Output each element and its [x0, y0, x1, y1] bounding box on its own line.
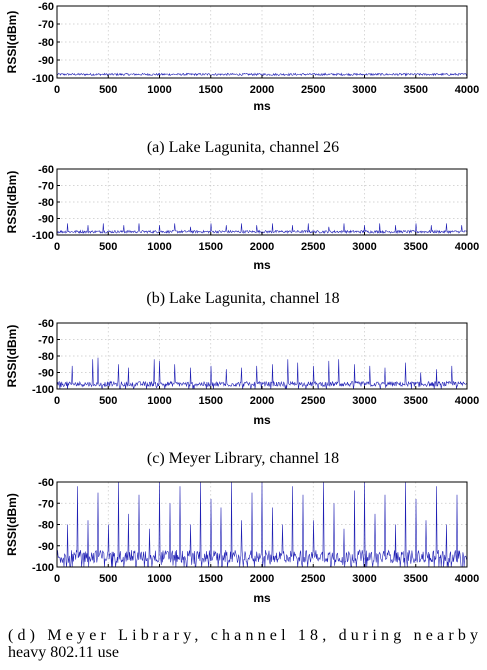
y-tick-label: -60	[38, 164, 54, 176]
subplot-1: 0 500 1000 1500 2000 2500 3000 3500 4000 -60 -70 -8…	[5, 1, 479, 156]
x-tick-label: 500	[99, 573, 117, 585]
caption: (a) Lake Lagunita, channel 26	[147, 139, 339, 156]
y-tick-label: -90	[38, 55, 54, 67]
x-tick-label: 1500	[199, 241, 223, 253]
y-tick-label: -60	[38, 318, 54, 330]
x-tick-label: 2500	[301, 573, 325, 585]
x-tick-label: 0	[54, 573, 60, 585]
x-axis-label: ms	[253, 413, 271, 427]
y-tick-label: -60	[38, 1, 54, 13]
y-tick-label: -70	[38, 335, 54, 347]
x-tick-label: 0	[54, 84, 60, 96]
x-tick-label: 3000	[352, 241, 376, 253]
x-axis-label: ms	[253, 258, 271, 272]
rssi-series-1	[56, 357, 468, 390]
x-tick-label: 1500	[199, 84, 223, 96]
y-tick-label: -90	[38, 368, 54, 380]
x-tick-label: 4000	[455, 395, 479, 407]
x-tick-label: 1000	[147, 84, 171, 96]
y-tick-label: -70	[38, 19, 54, 31]
x-tick-label: 3000	[352, 395, 376, 407]
y-tick-label: -100	[32, 230, 54, 242]
x-tick-label: 3500	[404, 573, 428, 585]
x-tick-label: 3500	[404, 84, 428, 96]
x-tick-label: 3500	[404, 395, 428, 407]
x-tick-label: 500	[99, 84, 117, 96]
x-tick-label: 2500	[301, 84, 325, 96]
x-tick-label: 2500	[301, 395, 325, 407]
subplot-4: 0 500 1000 1500 2000 2500 3000 3500 4000 -60 -70 -8…	[5, 477, 479, 661]
y-tick-label: -100	[32, 562, 54, 574]
rssi-series-1	[56, 72, 467, 77]
x-tick-label: 1000	[147, 241, 171, 253]
x-tick-label: 0	[54, 395, 60, 407]
y-tick-label: -80	[38, 37, 54, 49]
y-tick-label: -80	[38, 197, 54, 209]
y-tick-label: -70	[38, 181, 54, 193]
rssi-series-1	[56, 223, 468, 235]
x-tick-label: 2500	[301, 241, 325, 253]
y-tick-label: -90	[38, 214, 54, 226]
x-tick-label: 4000	[455, 84, 479, 96]
y-tick-label: -80	[38, 351, 54, 363]
caption: (b) Lake Lagunita, channel 18	[146, 290, 339, 307]
y-axis-label: RSSI(dBm)	[5, 325, 19, 388]
y-tick-label: -90	[38, 541, 54, 553]
subplot-3: 0 500 1000 1500 2000 2500 3000 3500 4000 -60 -70 -8…	[5, 318, 479, 467]
y-tick-label: -70	[38, 498, 54, 510]
x-tick-label: 2000	[250, 84, 274, 96]
caption: (c) Meyer Library, channel 18	[147, 450, 339, 467]
x-tick-label: 1500	[199, 573, 223, 585]
x-tick-label: 1500	[199, 395, 223, 407]
x-tick-label: 500	[99, 395, 117, 407]
x-tick-label: 3000	[352, 573, 376, 585]
y-tick-label: -100	[32, 384, 54, 396]
x-tick-label: 4000	[455, 241, 479, 253]
subplot-2: 0 500 1000 1500 2000 2500 3000 3500 4000 -60 -70 -8…	[5, 164, 479, 307]
y-tick-label: -60	[38, 477, 54, 489]
x-tick-label: 1000	[147, 573, 171, 585]
y-axis-label: RSSI(dBm)	[5, 11, 19, 74]
caption: (d) Meyer Library, channel 18, during ne…	[8, 627, 478, 661]
x-tick-label: 2000	[250, 241, 274, 253]
x-tick-label: 3500	[404, 241, 428, 253]
x-axis-label: ms	[253, 591, 271, 605]
x-tick-label: 4000	[455, 573, 479, 585]
y-tick-label: -100	[32, 73, 54, 85]
y-tick-label: -80	[38, 520, 54, 532]
x-tick-label: 2000	[250, 573, 274, 585]
x-tick-label: 0	[54, 241, 60, 253]
x-axis-label: ms	[253, 99, 271, 113]
x-tick-label: 500	[99, 241, 117, 253]
y-axis-label: RSSI(dBm)	[5, 493, 19, 556]
x-tick-label: 3000	[352, 84, 376, 96]
y-axis-label: RSSI(dBm)	[5, 171, 19, 234]
x-tick-label: 1000	[147, 395, 171, 407]
x-tick-label: 2000	[250, 395, 274, 407]
